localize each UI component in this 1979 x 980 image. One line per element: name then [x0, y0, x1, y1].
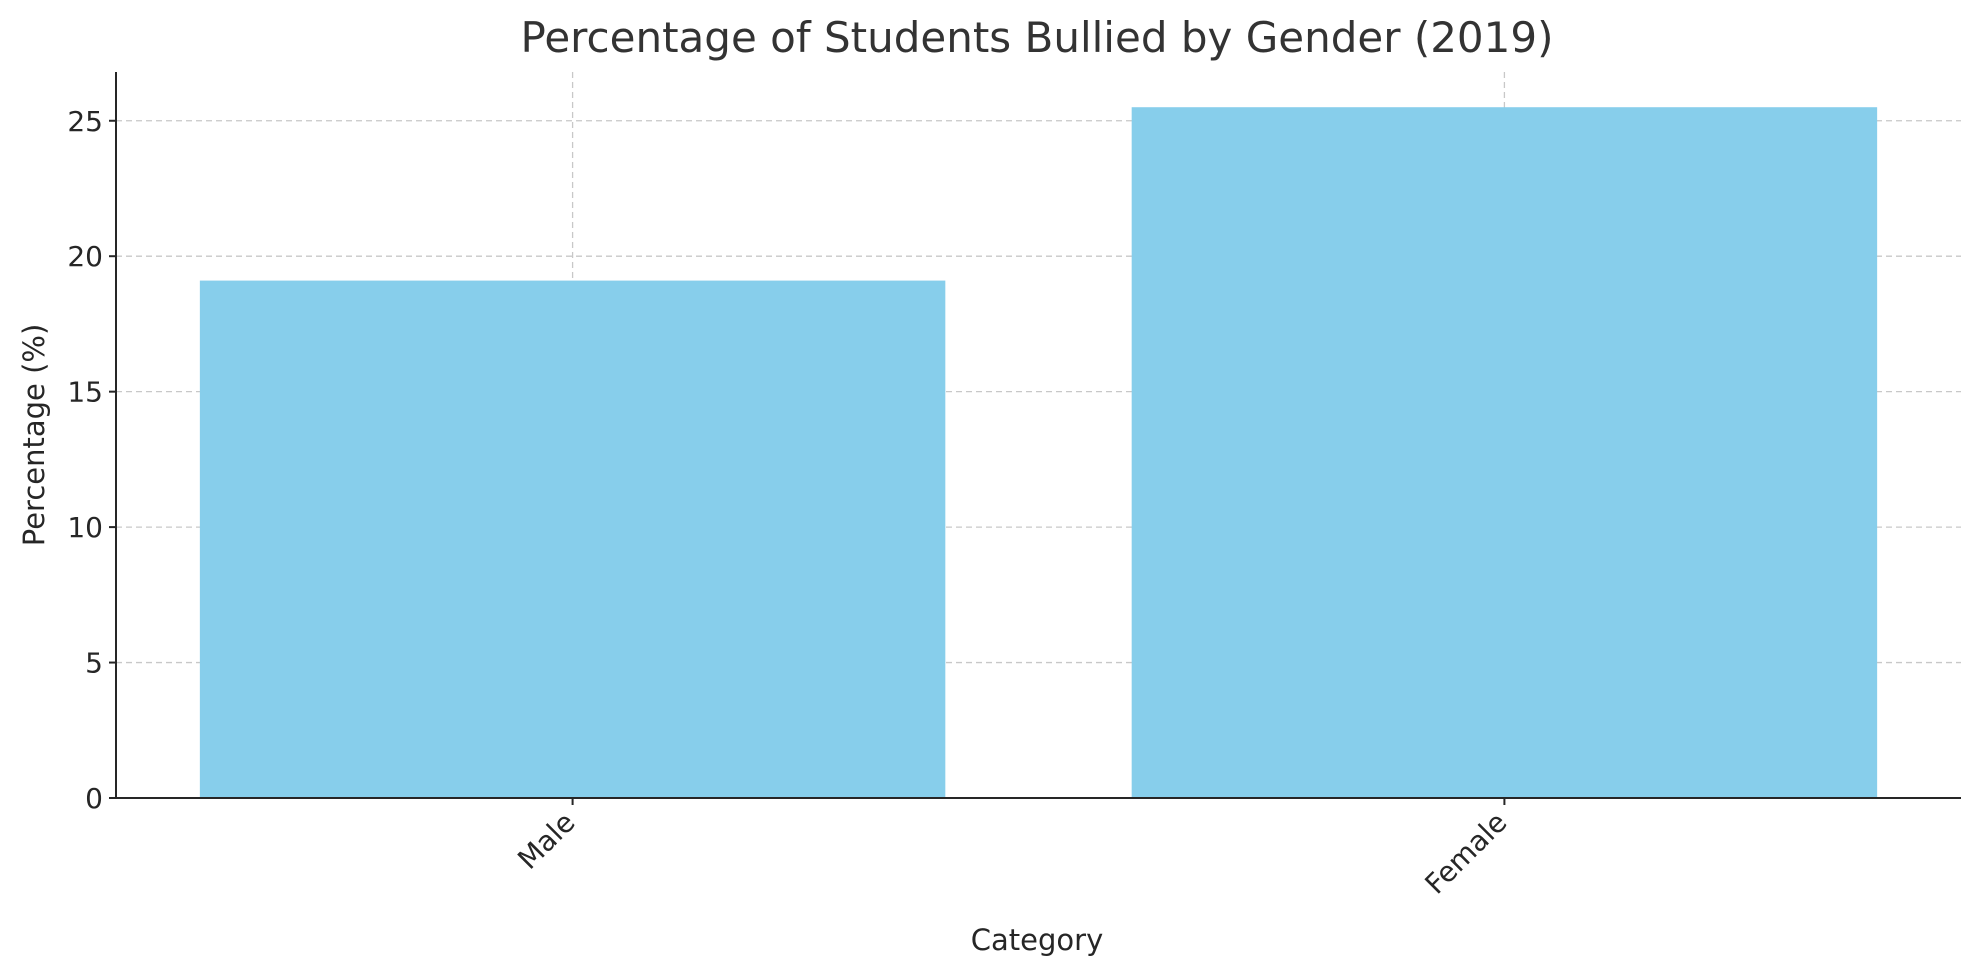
y-tick-label: 5 — [85, 647, 103, 680]
y-axis-label: Percentage (%) — [17, 324, 51, 547]
x-tick-label: Female — [1418, 806, 1513, 901]
y-tick-label: 20 — [67, 240, 103, 273]
x-axis-label: Category — [971, 923, 1103, 957]
y-tick-label: 25 — [67, 105, 103, 138]
bar-female — [1131, 107, 1878, 798]
y-tick-label: 15 — [67, 376, 103, 409]
x-tick-label: Male — [511, 806, 581, 876]
y-tick-label: 0 — [85, 782, 103, 815]
bar-male — [199, 280, 946, 798]
chart-title: Percentage of Students Bullied by Gender… — [521, 13, 1554, 62]
y-tick-label: 10 — [67, 511, 103, 544]
